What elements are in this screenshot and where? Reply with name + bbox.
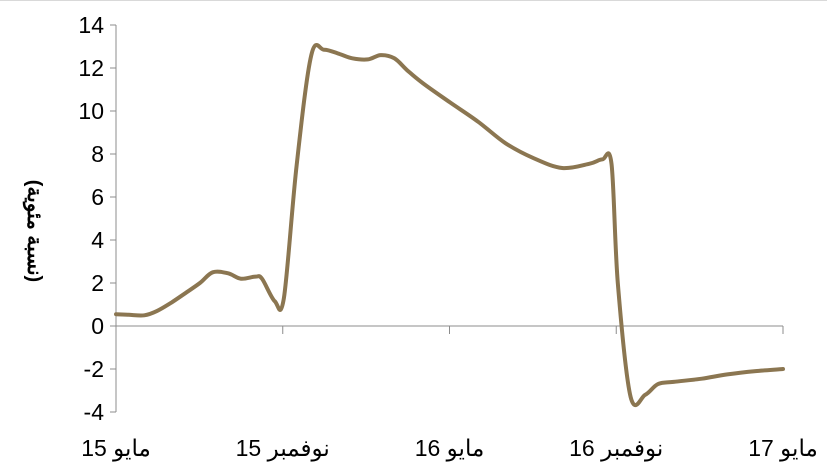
x-tick-label: مايو 15 [81, 435, 151, 462]
x-tick-label: نوفمبر 15 [236, 435, 330, 462]
y-tick-label: 0 [91, 313, 104, 339]
y-tick-label: 2 [91, 270, 104, 296]
series-layer [114, 43, 785, 408]
x-tick-label: مايو 17 [748, 435, 818, 462]
y-tick-label: -2 [84, 356, 104, 382]
series-line [114, 43, 785, 408]
y-tick-label: 14 [78, 12, 104, 38]
y-tick-label: 10 [78, 98, 104, 124]
y-tick-label: 12 [78, 55, 104, 81]
x-tick-label: مايو 16 [415, 435, 485, 462]
x-axis: مايو 15 نوفمبر 15 مايو 16 نوفمبر 16 مايو 17 [81, 325, 818, 462]
y-tick-label: -4 [84, 399, 105, 425]
y-axis: -4 -2 0 2 4 6 8 10 12 14 [78, 12, 117, 425]
y-tick-label: 4 [91, 227, 104, 253]
x-tick-label: نوفمبر 16 [569, 435, 663, 462]
y-tick-label: 8 [91, 141, 104, 167]
y-axis-title: (نسبة مئوية) [22, 180, 45, 282]
y-tick-label: 6 [91, 184, 104, 210]
